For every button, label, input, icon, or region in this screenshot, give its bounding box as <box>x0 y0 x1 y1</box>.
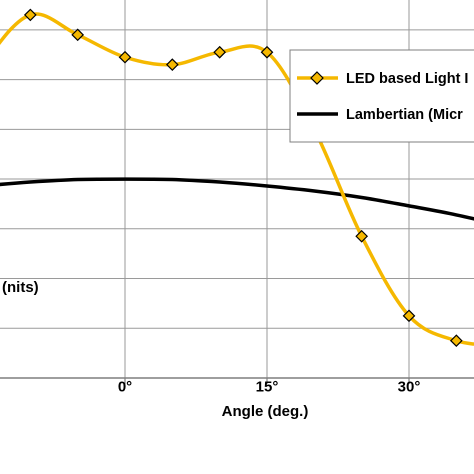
led-point-6 <box>165 58 179 72</box>
led-point-3 <box>23 8 37 22</box>
led-point-7 <box>213 45 227 59</box>
lambertian-line <box>0 177 474 221</box>
led-point-12 <box>449 334 463 348</box>
led-point-4 <box>71 28 85 42</box>
x-tick-label-1: 0° <box>118 378 132 395</box>
led-point-11 <box>402 309 416 323</box>
legend: LED based Light I Lambertian (Micr <box>289 49 474 143</box>
legend-label-lambertian: Lambertian (Micr <box>346 107 463 123</box>
legend-marker-led <box>310 71 324 85</box>
x-tick-label-2: 15° <box>256 378 279 395</box>
legend-box <box>289 49 474 143</box>
x-tick-labels: -15°0°15°30°45°60°7 <box>118 378 421 395</box>
series-lambertian <box>0 177 474 221</box>
led-point-5 <box>118 50 132 64</box>
legend-label-led: LED based Light I <box>346 71 468 87</box>
y-axis-title-fragment: (nits) <box>2 279 39 296</box>
led-point-10 <box>355 229 369 243</box>
x-tick-label-3: 30° <box>398 378 421 395</box>
x-axis-title: Angle (deg.) <box>222 403 309 420</box>
led-point-8 <box>260 45 274 59</box>
